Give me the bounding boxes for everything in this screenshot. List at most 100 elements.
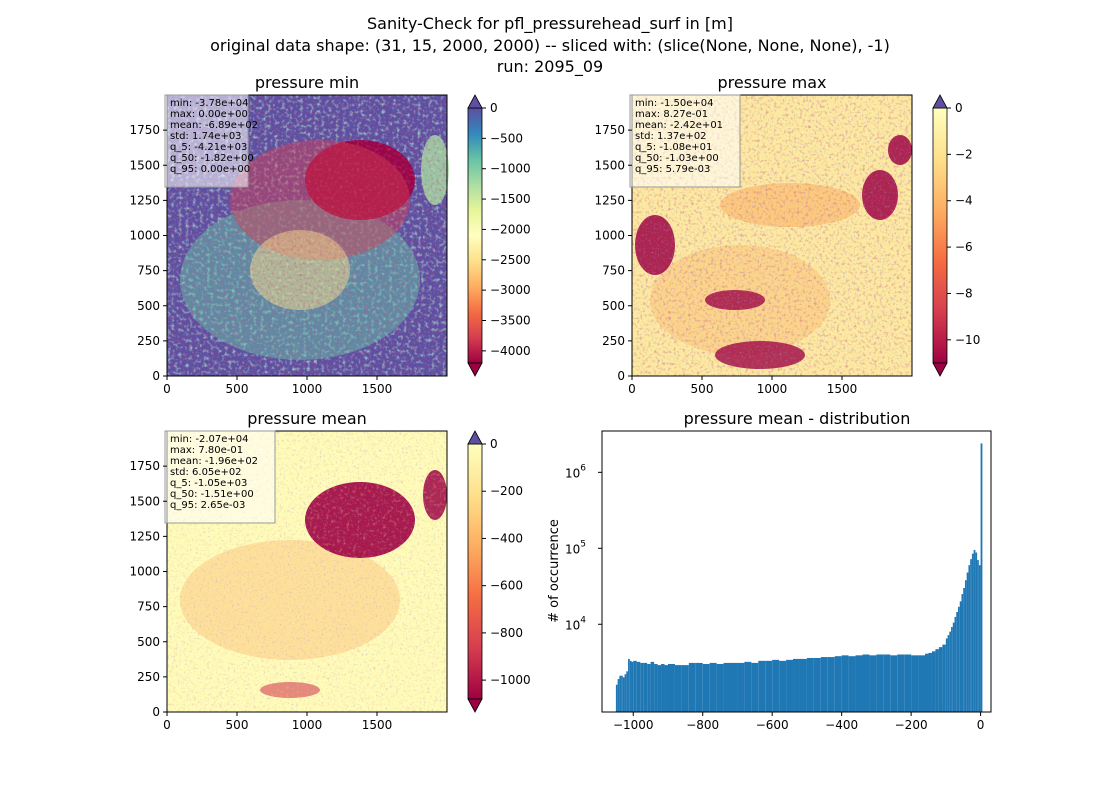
axes-frame <box>601 430 992 713</box>
y-tick-label: 1000 <box>129 565 160 579</box>
colorbar-tick-label: 0 <box>955 101 963 115</box>
y-tick-label: 500 <box>602 299 625 313</box>
colorbar-extend-bottom <box>467 698 483 713</box>
colorbar-extend-bottom <box>467 362 483 377</box>
histogram-bars <box>615 443 983 712</box>
stats-line: std: 6.05e+02 <box>170 467 242 478</box>
colorbar-tick-label: −2000 <box>490 222 531 236</box>
histogram-bar <box>657 665 662 712</box>
stats-box: min: -3.78e+04 max: 0.00e+00 mean: -6.89… <box>164 94 258 188</box>
stats-line: min: -3.78e+04 <box>170 98 249 109</box>
colorbar-extend-top <box>467 94 483 109</box>
histogram-bar <box>834 656 842 712</box>
histogram-bar <box>636 661 641 712</box>
x-tick-label: 1000 <box>757 382 788 396</box>
histogram-bar <box>942 644 946 712</box>
histogram-bar <box>971 553 974 712</box>
x-tick-label: 1000 <box>292 718 323 732</box>
histogram-bar <box>963 588 965 712</box>
stats-line: mean: -2.42e+01 <box>635 120 723 131</box>
histogram-bar <box>779 660 787 712</box>
colorbar: 0 −200 −400 −600 −800 −1000 <box>467 430 531 713</box>
y-axis: 0 250 500 750 1000 1250 1500 1750 <box>129 123 167 383</box>
colorbar-tick-label: −3000 <box>490 283 531 297</box>
histogram-bar <box>621 675 623 712</box>
histogram-bar <box>956 612 959 712</box>
colorbar-body <box>467 443 483 700</box>
x-tick-label: 0 <box>977 718 985 732</box>
y-tick-label: 0 <box>152 369 160 383</box>
colorbar-tick-label: −1500 <box>490 192 531 206</box>
histogram-bar <box>964 580 967 712</box>
histogram-bar <box>973 549 976 712</box>
colorbar-tick-label: −10 <box>955 333 980 347</box>
colorbar: 0 −500 −1000 −1500 −2000 −2500 −3000 −3500 −4000 <box>467 94 531 377</box>
stats-line: q_5: -1.05e+03 <box>170 478 247 489</box>
x-tick-label: 0 <box>163 718 171 732</box>
histogram-bar <box>904 654 912 712</box>
y-tick-base: 10 <box>565 618 580 632</box>
y-tick-exponent: 6 <box>580 463 586 473</box>
x-tick-label: 1000 <box>292 382 323 396</box>
y-tick-label: 1000 <box>129 229 160 243</box>
y-tick-exponent: 5 <box>580 539 586 549</box>
colorbar-tick-label: −600 <box>490 579 523 593</box>
y-axis: 0 250 500 750 1000 1250 1500 1750 <box>594 123 632 383</box>
panel-title: pressure mean - distribution <box>684 409 911 428</box>
panel-pressure-max: pressure max min: -1.50e+04 max: 8.27e-0… <box>594 73 980 396</box>
histogram-bar <box>945 638 948 712</box>
y-tick-label: 104 <box>565 615 586 632</box>
y-tick-label: 250 <box>137 670 160 684</box>
stats-line: q_5: -4.21e+03 <box>170 142 247 153</box>
histogram-bar <box>709 662 717 712</box>
stats-line: min: -2.07e+04 <box>170 434 249 445</box>
stats-line: q_95: 5.79e-03 <box>635 164 710 175</box>
y-tick-base: 10 <box>565 466 580 480</box>
y-tick-label: 1750 <box>129 459 160 473</box>
histogram-bar <box>890 655 898 712</box>
histogram-bar <box>935 649 939 712</box>
x-tick-label: −200 <box>895 718 928 732</box>
y-tick-label: 750 <box>602 264 625 278</box>
stats-line: q_95: 0.00e+00 <box>170 164 250 175</box>
stats-line: q_50: -1.51e+00 <box>170 489 254 500</box>
colorbar-body <box>932 107 948 364</box>
stats-line: q_50: -1.82e+00 <box>170 153 254 164</box>
histogram-bar <box>931 651 936 712</box>
stats-line: min: -1.50e+04 <box>635 98 714 109</box>
y-tick-label: 1500 <box>129 494 160 508</box>
colorbar-tick-label: 0 <box>490 101 498 115</box>
histogram-bar <box>654 663 658 712</box>
histogram-bar <box>716 663 724 712</box>
histogram-bar <box>695 662 703 712</box>
x-tick-label: −400 <box>825 718 858 732</box>
colorbar-extend-top <box>467 430 483 445</box>
histogram-bar <box>862 654 870 712</box>
y-tick-label: 0 <box>152 705 160 719</box>
x-axis: 0 500 1000 1500 <box>628 376 857 396</box>
y-tick-label: 1500 <box>129 158 160 172</box>
colorbar-tick-label: −3500 <box>490 314 531 328</box>
x-tick-label: 0 <box>163 382 171 396</box>
x-axis: 0 500 1000 1500 <box>163 712 392 732</box>
histogram-bar <box>674 665 682 712</box>
histogram-bar <box>786 659 794 712</box>
panel-title: pressure max <box>717 73 826 92</box>
colorbar-tick-label: −2 <box>955 147 973 161</box>
histogram-bar <box>883 654 891 712</box>
colorbar-body <box>467 107 483 364</box>
y-tick-label: 1250 <box>594 193 625 207</box>
x-tick-label: 1500 <box>362 382 393 396</box>
y-tick-label: 1750 <box>129 123 160 137</box>
histogram-bar <box>631 661 634 712</box>
stats-box: min: -1.50e+04 max: 8.27e-01 mean: -2.42… <box>629 94 741 188</box>
y-tick-label: 750 <box>137 264 160 278</box>
y-tick-label: 106 <box>565 463 586 480</box>
x-axis: −1000 −800 −600 −400 −200 0 <box>613 712 984 732</box>
histogram-bar <box>758 660 766 712</box>
histogram-bar <box>624 674 627 712</box>
x-tick-label: 0 <box>628 382 636 396</box>
histogram-bar <box>640 662 644 712</box>
